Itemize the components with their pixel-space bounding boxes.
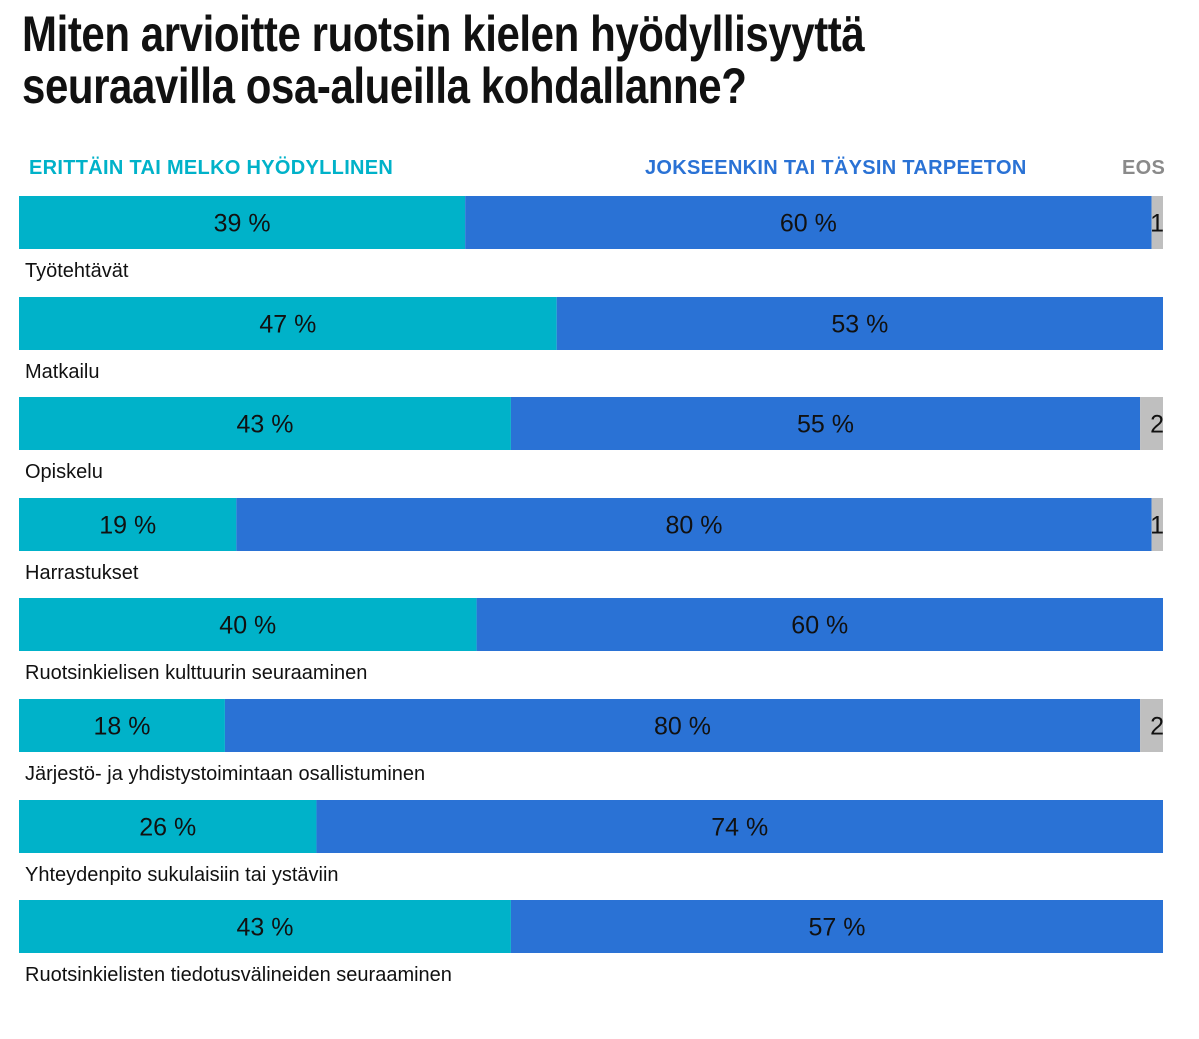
category-label-matkailu: Matkailu (25, 361, 99, 383)
data-label-eos-1: 1 (1150, 210, 1164, 238)
bar-eos-1 (1151, 196, 1163, 249)
category-label-jarjesto-ja-yhdistystoimintaan-osallistuminen: Järjestö- ja yhdistystoimintaan osallist… (25, 763, 425, 785)
bar-eos-3 (1140, 397, 1163, 450)
bar-useless-4 (236, 498, 1152, 551)
bar-eos-4 (1151, 498, 1163, 551)
data-label-useful-1: 39 % (214, 210, 271, 238)
bar-useful-5 (19, 598, 477, 651)
chart-title: Miten arvioitte ruotsin kielen hyödyllis… (22, 6, 865, 114)
data-label-useful-5: 40 % (219, 612, 276, 640)
bar-useful-1 (19, 196, 466, 249)
bar-useful-8 (19, 900, 511, 953)
data-label-useless-7: 74 % (711, 814, 768, 842)
legend-useful: ERITTÄIN TAI MELKO HYÖDYLLINEN (29, 157, 394, 179)
data-label-useful-4: 19 % (99, 512, 156, 540)
data-label-useless-6: 80 % (654, 713, 711, 741)
bar-useful-7 (19, 800, 317, 853)
data-label-useless-2: 53 % (831, 311, 888, 339)
data-label-useful-3: 43 % (236, 411, 293, 439)
data-label-useless-1: 60 % (780, 210, 837, 238)
data-label-useless-8: 57 % (808, 914, 865, 942)
bar-useless-5 (476, 598, 1164, 651)
bar-useless-3 (510, 397, 1141, 450)
data-label-eos-6: 2 (1150, 713, 1164, 741)
data-label-useful-6: 18 % (93, 713, 150, 741)
data-label-useful-8: 43 % (236, 914, 293, 942)
bar-useless-1 (465, 196, 1152, 249)
bar-useful-4 (19, 498, 237, 551)
bar-useless-6 (224, 699, 1141, 752)
bar-useful-2 (19, 297, 557, 350)
category-label-tyotehtavat: Työtehtävät (25, 260, 129, 282)
bar-useful-3 (19, 397, 511, 450)
data-label-useful-2: 47 % (259, 311, 316, 339)
category-label-opiskelu: Opiskelu (25, 461, 103, 483)
category-label-yhteydenpito-sukulaisiin-tai-ystaviin: Yhteydenpito sukulaisiin tai ystäviin (25, 864, 339, 886)
data-label-eos-3: 2 (1150, 411, 1164, 439)
legend-eos: EOS (1122, 157, 1166, 179)
data-label-useless-4: 80 % (665, 512, 722, 540)
bar-useless-7 (316, 800, 1163, 853)
data-label-useful-7: 26 % (139, 814, 196, 842)
category-label-ruotsinkielisten-tiedotusvalineiden-seuraaminen: Ruotsinkielisten tiedotusvälineiden seur… (25, 964, 452, 986)
data-label-useless-3: 55 % (797, 411, 854, 439)
category-label-ruotsinkielisen-kulttuurin-seuraaminen: Ruotsinkielisen kulttuurin seuraaminen (25, 662, 367, 684)
bar-useless-8 (510, 900, 1163, 953)
bar-useless-2 (556, 297, 1163, 350)
data-label-eos-4: 1 (1150, 512, 1164, 540)
data-label-useless-5: 60 % (791, 612, 848, 640)
bar-eos-6 (1140, 699, 1163, 752)
category-label-harrastukset: Harrastukset (25, 562, 139, 584)
legend-useless: JOKSEENKIN TAI TÄYSIN TARPEETON (645, 157, 1027, 179)
bar-useful-6 (19, 699, 225, 752)
